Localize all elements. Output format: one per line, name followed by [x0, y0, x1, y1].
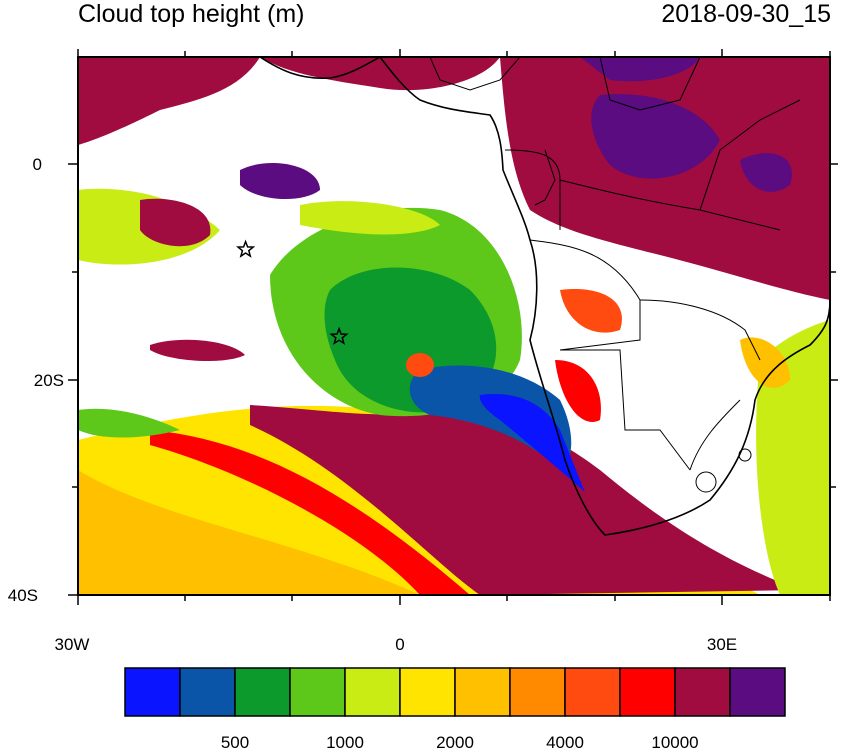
orange-cloud-patch [406, 353, 434, 377]
colorbar-label: 500 [221, 733, 249, 750]
cloud-field [78, 57, 830, 595]
colorbar-label: 10000 [651, 733, 698, 750]
colorbar-box [124, 667, 181, 717]
continental-high-cloud [500, 57, 830, 300]
colorbar-box [234, 667, 291, 717]
map-frame [77, 56, 831, 596]
map-timestamp: 2018-09-30_15 [661, 0, 831, 28]
colorbar-label: 4000 [546, 733, 584, 750]
colorbar-labels: 500 1000 2000 4000 10000 [221, 733, 699, 750]
map-title: Cloud top height (m) [78, 0, 305, 28]
red-cloud-band [150, 430, 470, 595]
colorbar-label: 1000 [326, 733, 364, 750]
colorbar-box [729, 667, 786, 717]
high-cloud-band [250, 405, 800, 595]
colorbar-box [454, 667, 511, 717]
lat-label-40s: 40S [8, 586, 38, 605]
station-star [235, 239, 256, 258]
colorbar-box [564, 667, 621, 717]
orange-cloud-region [78, 470, 420, 595]
light-cloud-region [300, 201, 440, 235]
colorbar-box [619, 667, 676, 717]
lon-label-30w: 30W [55, 635, 90, 654]
lat-label-20s: 20S [34, 371, 64, 390]
colorbar-box [289, 667, 346, 717]
coastlines [259, 57, 830, 536]
lat-label-0: 0 [33, 155, 42, 174]
lon-label-0: 0 [395, 635, 404, 654]
lon-label-30e: 30E [707, 635, 737, 654]
station-star [329, 326, 349, 345]
colorbar-box [509, 667, 566, 717]
country-borders [429, 57, 801, 493]
colorbar-box [399, 667, 456, 717]
lowest-cloud [479, 394, 585, 492]
colorbar-box [674, 667, 731, 717]
colorbar [124, 667, 786, 717]
colorbar-box [344, 667, 401, 717]
axis-ticks [68, 49, 838, 605]
station-markers [235, 239, 349, 345]
colorbar-box [179, 667, 236, 717]
colorbar-label: 2000 [436, 733, 474, 750]
